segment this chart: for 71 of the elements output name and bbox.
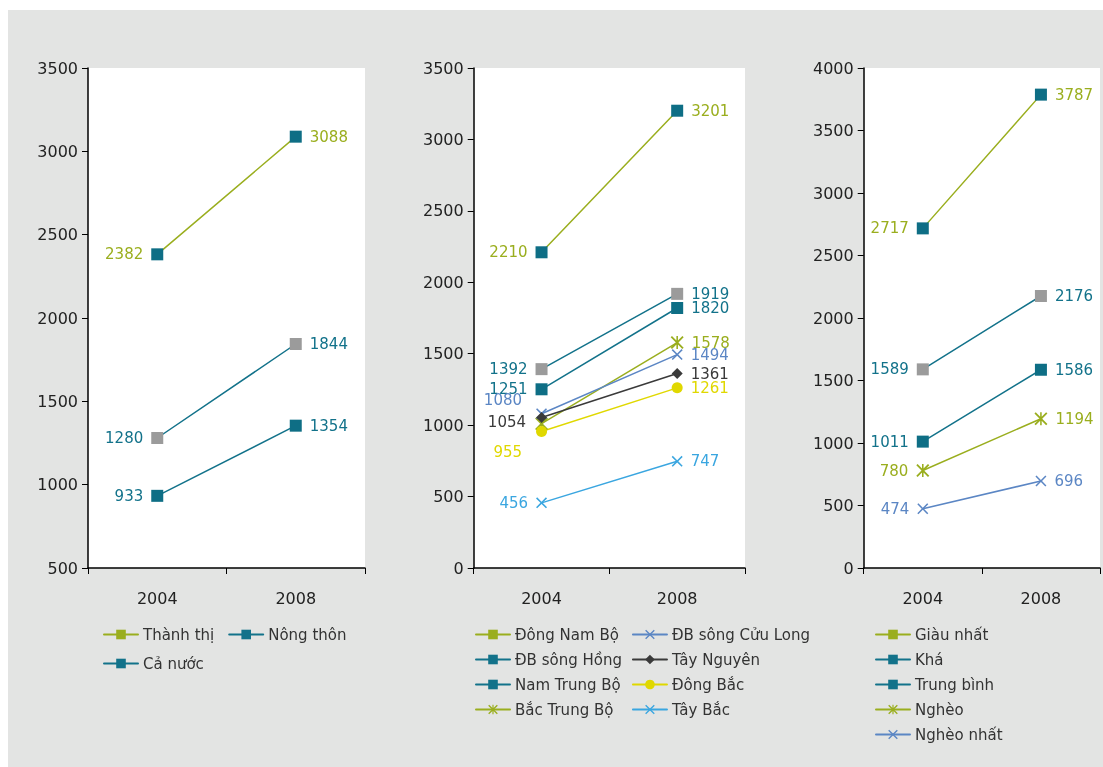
- y-tick-label: 2500: [423, 201, 464, 221]
- data-label: 955: [493, 442, 523, 461]
- x-tick-label: 2004: [521, 588, 562, 608]
- data-label: 2210: [489, 243, 528, 262]
- y-tick-label: 1500: [37, 391, 78, 411]
- legend-label: Nông thôn: [268, 625, 347, 644]
- data-label: 1054: [487, 413, 527, 432]
- y-tick-label: 1500: [813, 371, 854, 390]
- data-label: 3088: [309, 127, 348, 146]
- y-tick-label: 1000: [37, 475, 78, 495]
- data-label: 1280: [105, 429, 144, 447]
- data-label: 2717: [870, 219, 909, 238]
- legend-label: Đông Bắc: [671, 675, 745, 694]
- y-tick-label: 2000: [813, 308, 854, 328]
- legend-label: Thành thị: [142, 625, 215, 644]
- legend-label: Giàu nhất: [915, 625, 989, 644]
- legend-label: Tây Bắc: [670, 700, 730, 719]
- data-label: 780: [879, 461, 909, 480]
- y-tick-label: 0: [453, 558, 464, 578]
- legend-label: Khá: [915, 650, 944, 669]
- y-tick-label: 3500: [423, 58, 464, 78]
- y-tick-label: 4000: [813, 58, 854, 78]
- y-tick-label: 3000: [813, 183, 854, 203]
- data-label: 1586: [1054, 360, 1094, 379]
- y-tick-label: 2500: [813, 246, 854, 265]
- data-label: 2176: [1054, 287, 1094, 305]
- y-tick-label: 3000: [37, 141, 78, 161]
- y-tick-label: 3000: [423, 129, 464, 149]
- data-label: 1011: [870, 432, 909, 451]
- data-label: 1844: [309, 335, 348, 353]
- legend-label: Nghèo nhất: [915, 725, 1003, 744]
- y-tick-label: 3500: [813, 121, 854, 140]
- y-tick-label: 1500: [423, 344, 464, 364]
- x-tick-label: 2008: [656, 588, 698, 608]
- data-label: 474: [880, 499, 910, 518]
- y-tick-label: 2000: [37, 308, 78, 328]
- data-label: 1589: [870, 360, 909, 379]
- data-label: 933: [114, 486, 144, 505]
- data-label: 1392: [489, 360, 528, 379]
- y-tick-label: 2500: [37, 225, 78, 245]
- x-tick-label: 2008: [275, 588, 317, 608]
- y-tick-label: 1000: [813, 433, 854, 453]
- legend-label: Cả nước: [143, 654, 204, 673]
- x-tick-label: 2004: [136, 588, 178, 608]
- legend-label: Nam Trung Bộ: [515, 675, 621, 694]
- legend-label: Nghèo: [915, 700, 964, 719]
- legend-label: Bắc Trung Bộ: [515, 700, 614, 719]
- y-tick-label: 2000: [423, 272, 464, 292]
- y-tick-label: 500: [433, 487, 464, 507]
- y-tick-label: 500: [47, 558, 78, 578]
- data-label: 2382: [105, 245, 144, 264]
- y-tick-label: 1000: [423, 415, 464, 435]
- data-label: 3201: [691, 101, 730, 120]
- x-tick-label: 2008: [1020, 588, 1062, 608]
- y-tick-label: 3500: [37, 58, 78, 78]
- data-label: 456: [499, 493, 529, 512]
- data-label: 1261: [690, 378, 729, 397]
- data-label: 747: [690, 452, 720, 471]
- data-label: 1354: [309, 416, 348, 435]
- legend-label: ĐB sông Hồng: [515, 650, 622, 669]
- data-label: 1194: [1055, 409, 1094, 428]
- y-tick-label: 500: [823, 496, 854, 515]
- data-label: 1820: [691, 299, 730, 317]
- data-label: 3787: [1054, 85, 1094, 104]
- legend-label: Tây Nguyên: [670, 650, 761, 669]
- data-label: 696: [1054, 472, 1084, 490]
- legend-label: ĐB sông Cửu Long: [671, 625, 810, 644]
- legend-label: Đông Nam Bộ: [515, 625, 619, 644]
- x-tick-label: 2004: [902, 588, 944, 608]
- y-tick-label: 0: [843, 558, 854, 578]
- legend-label: Trung bình: [914, 675, 995, 694]
